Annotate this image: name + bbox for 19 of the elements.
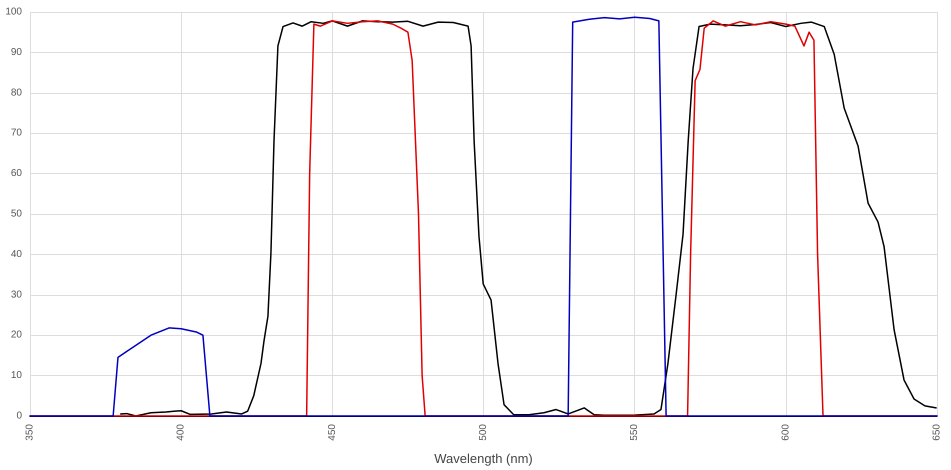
y-tick-label: 80 [10,87,22,98]
y-tick-label: 30 [10,289,22,300]
x-axis-title: Wavelength (nm) [434,451,533,466]
x-tick-label: 450 [326,424,338,441]
y-tick-label: 10 [10,370,22,382]
x-tick-label: 550 [629,424,640,441]
y-tick-label: 60 [10,168,22,180]
y-tick-label: 50 [10,208,22,220]
y-tick-label: 20 [10,330,22,341]
x-tick-label: 500 [478,424,489,441]
y-tick-label: 90 [10,46,22,58]
x-tick-label: 350 [24,424,36,441]
y-tick-label: 100 [5,6,22,18]
x-tick-label: 650 [932,424,942,441]
x-tick-label: 600 [780,424,792,441]
y-tick-label: 0 [16,410,22,422]
y-tick-label: 70 [10,128,22,139]
x-tick-label: 400 [176,424,187,441]
y-tick-label: 40 [10,248,22,260]
